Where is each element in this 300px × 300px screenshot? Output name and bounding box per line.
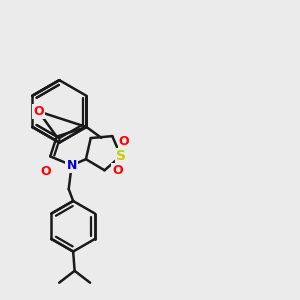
Text: N: N — [67, 159, 77, 172]
Text: O: O — [33, 105, 44, 118]
Text: S: S — [116, 149, 126, 163]
Text: O: O — [112, 164, 123, 177]
Text: O: O — [40, 165, 51, 178]
Text: O: O — [119, 135, 129, 148]
